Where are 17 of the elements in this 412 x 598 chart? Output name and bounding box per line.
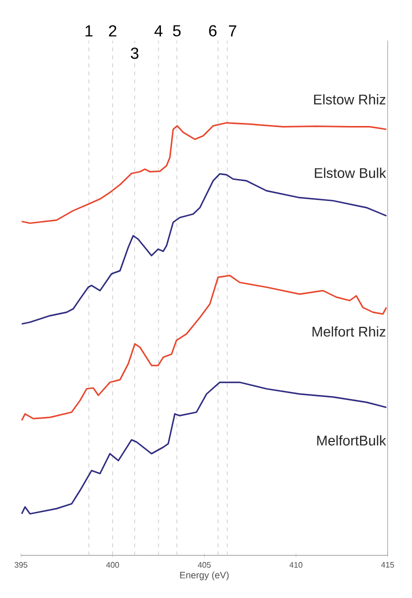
text: 3: [130, 48, 138, 59]
x-tick-label: 400: [106, 562, 120, 568]
text: 5: [173, 25, 181, 36]
series-label: Elstow Bulk: [314, 168, 386, 178]
x-tick-label: 410: [290, 562, 302, 568]
text: 1: [86, 25, 92, 36]
x-axis-title: Energy (eV): [180, 572, 229, 580]
x-tick-label: 395: [14, 562, 28, 568]
x-tick-label: 415: [381, 562, 394, 568]
series-label: MelfortBulk: [317, 435, 386, 446]
series-label: Melfort Rhiz: [312, 326, 386, 337]
text: 6: [209, 25, 216, 36]
text: 4: [154, 25, 162, 36]
series-label: Elstow Rhiz: [314, 94, 386, 104]
x-tick-label: 405: [198, 562, 211, 568]
text: 2: [109, 25, 116, 36]
text: 7: [228, 25, 236, 36]
